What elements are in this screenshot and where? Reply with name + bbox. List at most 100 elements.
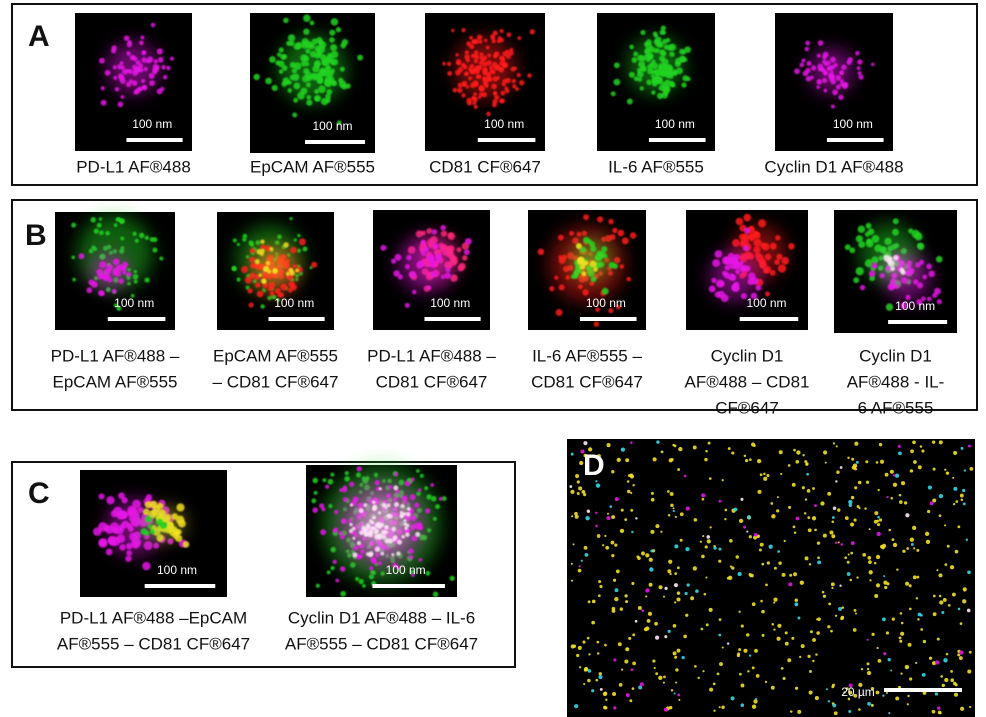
- dot: [860, 667, 864, 671]
- dot: [699, 540, 702, 543]
- dot: [848, 683, 853, 688]
- dot: [554, 275, 559, 280]
- dot: [963, 589, 966, 592]
- micrograph: [55, 212, 175, 330]
- dot: [727, 252, 735, 261]
- dot: [592, 267, 598, 272]
- dot: [943, 524, 947, 527]
- dot: [962, 599, 967, 604]
- dot: [576, 653, 580, 658]
- dot: [138, 40, 144, 46]
- dot: [578, 666, 582, 669]
- dot: [898, 636, 902, 640]
- dot: [355, 576, 360, 582]
- dot: [957, 525, 961, 529]
- dot: [850, 495, 855, 500]
- dot: [849, 578, 852, 582]
- dot: [801, 486, 805, 490]
- dot: [144, 277, 150, 283]
- dot: [838, 606, 843, 611]
- dot: [705, 623, 709, 627]
- dot: [305, 40, 313, 49]
- dot: [655, 48, 661, 53]
- dot: [98, 538, 107, 547]
- dot: [759, 262, 767, 270]
- dot: [898, 493, 902, 497]
- dot: [730, 696, 735, 701]
- dot: [708, 477, 712, 480]
- dot: [565, 275, 571, 280]
- dot: [330, 68, 335, 74]
- dot: [613, 706, 617, 710]
- dot: [853, 693, 858, 698]
- dot: [675, 668, 679, 672]
- dot: [444, 272, 451, 279]
- dot: [253, 73, 260, 81]
- dot: [314, 88, 320, 95]
- dot: [781, 256, 790, 265]
- dot: [673, 583, 678, 588]
- dot: [625, 693, 630, 698]
- dot: [394, 253, 402, 261]
- dot: [344, 471, 349, 476]
- dot: [580, 449, 585, 454]
- dot: [373, 472, 379, 478]
- dot: [701, 497, 705, 501]
- dot: [570, 579, 574, 582]
- dot: [812, 659, 815, 663]
- dot: [831, 534, 836, 539]
- dot: [685, 613, 689, 617]
- dot: [587, 669, 592, 673]
- dot: [662, 38, 668, 45]
- dot: [144, 515, 153, 523]
- dot: [126, 550, 133, 556]
- dot: [952, 476, 955, 479]
- dot: [637, 605, 642, 610]
- dot: [751, 666, 755, 670]
- dot: [678, 446, 683, 452]
- dot: [620, 447, 626, 452]
- dot: [614, 543, 618, 547]
- dot: [330, 44, 338, 52]
- micrograph: [80, 470, 227, 597]
- dot: [928, 270, 935, 278]
- dot: [754, 698, 758, 701]
- dot: [464, 72, 468, 77]
- dot: [608, 218, 614, 225]
- dot: [646, 618, 651, 623]
- dot: [305, 82, 311, 88]
- dot: [910, 543, 914, 546]
- dot: [940, 675, 943, 678]
- dot: [794, 598, 798, 602]
- dot: [794, 602, 799, 607]
- dot: [86, 287, 93, 294]
- dot: [175, 529, 182, 536]
- dot: [754, 648, 758, 653]
- dot: [668, 559, 673, 564]
- dot: [931, 709, 936, 714]
- dot: [619, 607, 623, 611]
- dot: [764, 253, 772, 261]
- dot: [760, 599, 763, 603]
- dot: [639, 682, 644, 687]
- dot: [131, 537, 142, 547]
- dot: [761, 562, 765, 566]
- dot: [820, 501, 825, 506]
- dot: [838, 94, 844, 100]
- dot: [763, 476, 768, 481]
- dot: [731, 566, 735, 570]
- dot: [788, 505, 792, 509]
- dot: [631, 581, 635, 586]
- dot: [605, 698, 608, 701]
- dot: [456, 247, 462, 253]
- dot: [590, 276, 597, 283]
- dot: [743, 648, 748, 653]
- dot: [330, 565, 335, 571]
- dot: [773, 601, 776, 604]
- dot: [899, 612, 903, 615]
- dot: [967, 669, 972, 674]
- dot: [917, 242, 923, 249]
- dot: [727, 447, 731, 450]
- dot: [149, 529, 155, 535]
